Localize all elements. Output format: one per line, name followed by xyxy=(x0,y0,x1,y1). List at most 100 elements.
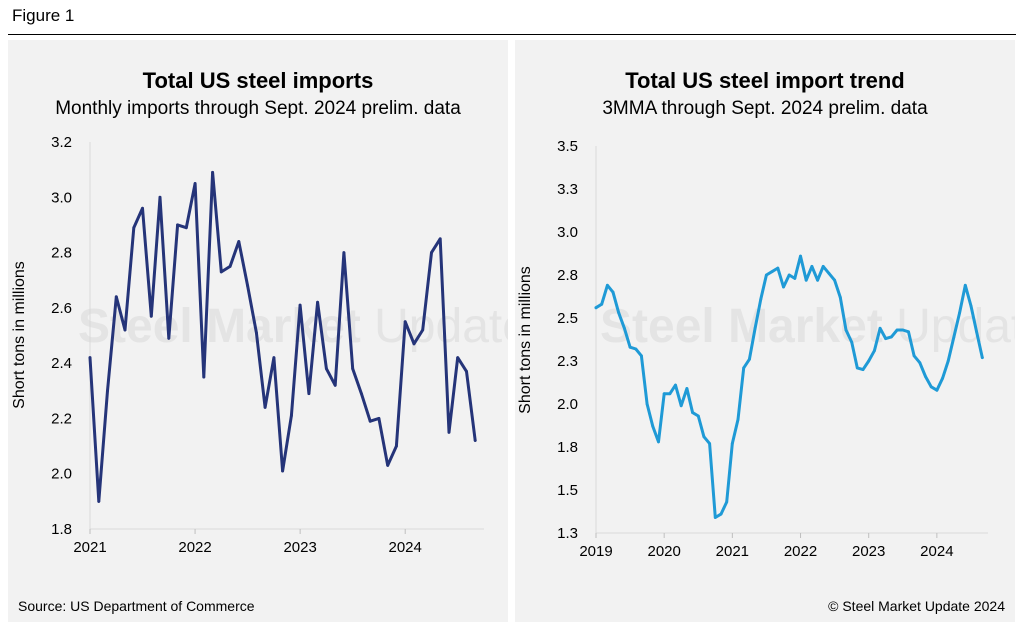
data-point xyxy=(600,302,604,306)
y-tick-label: 3.3 xyxy=(557,181,578,198)
data-point xyxy=(742,366,746,370)
data-point xyxy=(884,337,888,340)
y-tick-label: 2.8 xyxy=(557,267,578,284)
data-point xyxy=(890,335,893,339)
data-point xyxy=(141,206,144,210)
y-axis-label: Short tons in millions xyxy=(11,261,28,409)
y-tick-label: 2.4 xyxy=(51,355,72,372)
data-point xyxy=(298,303,302,307)
data-point xyxy=(702,435,706,439)
data-point xyxy=(918,361,922,365)
data-point xyxy=(838,296,842,299)
figure-label: Figure 1 xyxy=(12,6,75,25)
data-point xyxy=(691,411,694,414)
data-point xyxy=(176,223,180,227)
data-point xyxy=(827,271,831,275)
data-point xyxy=(447,430,451,434)
copyright-note: © Steel Market Update 2024 xyxy=(828,598,1005,614)
data-point xyxy=(281,469,284,473)
chart-panel-monthly: Total US steel imports Monthly imports t… xyxy=(8,40,508,622)
y-tick-label: 1.5 xyxy=(557,482,578,499)
x-tick-label: 2024 xyxy=(389,539,422,556)
data-point xyxy=(263,406,267,409)
y-tick-label: 1.8 xyxy=(51,521,72,538)
data-point xyxy=(377,417,381,420)
data-point xyxy=(969,304,973,308)
data-point xyxy=(668,392,672,396)
data-point xyxy=(473,439,477,442)
data-point xyxy=(438,237,442,241)
data-point xyxy=(770,270,774,273)
data-point xyxy=(748,357,751,361)
data-point xyxy=(816,278,819,282)
y-tick-label: 2.8 xyxy=(51,245,72,262)
chart-panel-trend: Total US steel import trend 3MMA through… xyxy=(515,40,1015,622)
data-point xyxy=(430,251,433,255)
data-point xyxy=(861,368,865,371)
data-point xyxy=(753,326,757,330)
x-tick-label: 2021 xyxy=(716,543,749,560)
data-point xyxy=(211,171,215,174)
data-point xyxy=(912,354,916,358)
chart-title-monthly: Total US steel imports xyxy=(142,68,374,93)
data-point xyxy=(403,320,407,324)
data-point xyxy=(793,277,797,280)
x-tick-label: 2022 xyxy=(784,543,817,560)
data-point xyxy=(674,383,677,387)
data-point xyxy=(325,367,328,371)
data-point xyxy=(617,311,621,315)
data-point xyxy=(730,442,734,445)
data-point xyxy=(855,366,859,370)
data-point xyxy=(106,389,109,393)
data-point xyxy=(465,370,468,373)
data-point xyxy=(651,425,655,428)
data-point xyxy=(821,265,825,268)
data-point xyxy=(901,328,905,332)
data-point xyxy=(765,273,768,277)
data-point xyxy=(799,254,802,258)
data-point xyxy=(272,356,276,359)
chart-title-trend: Total US steel import trend xyxy=(625,68,905,93)
data-point xyxy=(158,195,162,199)
data-point xyxy=(685,387,689,390)
data-point xyxy=(850,340,854,344)
header-rule xyxy=(8,34,1016,35)
data-point xyxy=(657,440,660,444)
data-point xyxy=(952,335,956,339)
data-point xyxy=(368,419,372,423)
data-point xyxy=(924,375,927,378)
watermark-text: Steel Market Update xyxy=(78,300,508,353)
y-tick-label: 3.0 xyxy=(51,189,72,206)
line-chart-monthly: Steel Market Update 1.8 2.0 2.2 2.4 2.6 2.8 3.0… xyxy=(11,134,508,556)
data-point xyxy=(237,240,241,243)
y-tick-label: 3.2 xyxy=(51,134,72,151)
data-point xyxy=(456,356,460,359)
data-point xyxy=(202,375,206,379)
data-point xyxy=(219,270,223,274)
x-tick-label: 2020 xyxy=(647,543,680,560)
data-point xyxy=(696,414,700,418)
data-point xyxy=(873,349,876,353)
data-point xyxy=(640,354,643,358)
data-point xyxy=(628,345,632,349)
data-point xyxy=(412,342,416,346)
data-point xyxy=(662,392,666,396)
y-tick-label: 1.8 xyxy=(557,439,578,456)
y-tick-label: 2.6 xyxy=(51,300,72,317)
watermark-light: Update xyxy=(374,300,508,353)
data-point xyxy=(246,284,250,288)
line-chart-trend: Steel Market Update1.31.51.82.02.32.52.8… xyxy=(517,138,1015,560)
x-tick-label: 2023 xyxy=(852,543,885,560)
data-point xyxy=(963,283,967,287)
chart-subtitle-monthly: Monthly imports through Sept. 2024 preli… xyxy=(55,98,461,119)
data-point xyxy=(708,442,711,445)
data-point xyxy=(833,278,836,282)
data-point xyxy=(360,392,363,395)
data-point xyxy=(386,464,390,467)
y-tick-label: 1.3 xyxy=(557,525,578,542)
source-note: Source: US Department of Commerce xyxy=(18,598,255,614)
y-tick-label: 2.0 xyxy=(51,466,72,483)
y-tick-label: 2.3 xyxy=(557,353,578,370)
data-point xyxy=(342,251,346,255)
data-point xyxy=(759,297,763,301)
